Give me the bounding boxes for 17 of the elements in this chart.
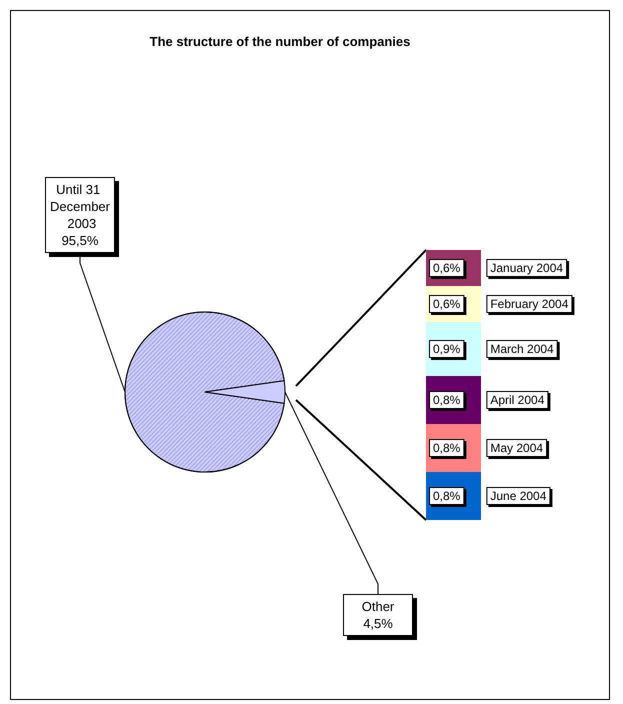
slice-label: Until 31 December 2003 xyxy=(50,182,111,231)
data-label: 4,5% xyxy=(363,616,394,631)
chart-title: The structure of the number of companies xyxy=(150,34,410,49)
series-label: April 2004 xyxy=(490,393,545,407)
data-label: 0,9% xyxy=(432,342,461,356)
data-label: 95,5% xyxy=(62,233,99,248)
series-label: June 2004 xyxy=(490,489,547,503)
series-label: March 2004 xyxy=(490,342,554,356)
data-label: 0,6% xyxy=(432,297,461,311)
data-label: 0,8% xyxy=(432,489,461,503)
slice-label: Other xyxy=(362,599,395,614)
data-label: 0,8% xyxy=(432,393,461,407)
series-label: May 2004 xyxy=(490,441,544,455)
data-label: 0,6% xyxy=(432,261,461,275)
series-label: February 2004 xyxy=(490,297,569,311)
series-label: January 2004 xyxy=(490,261,564,275)
data-label: 0,8% xyxy=(432,441,461,455)
